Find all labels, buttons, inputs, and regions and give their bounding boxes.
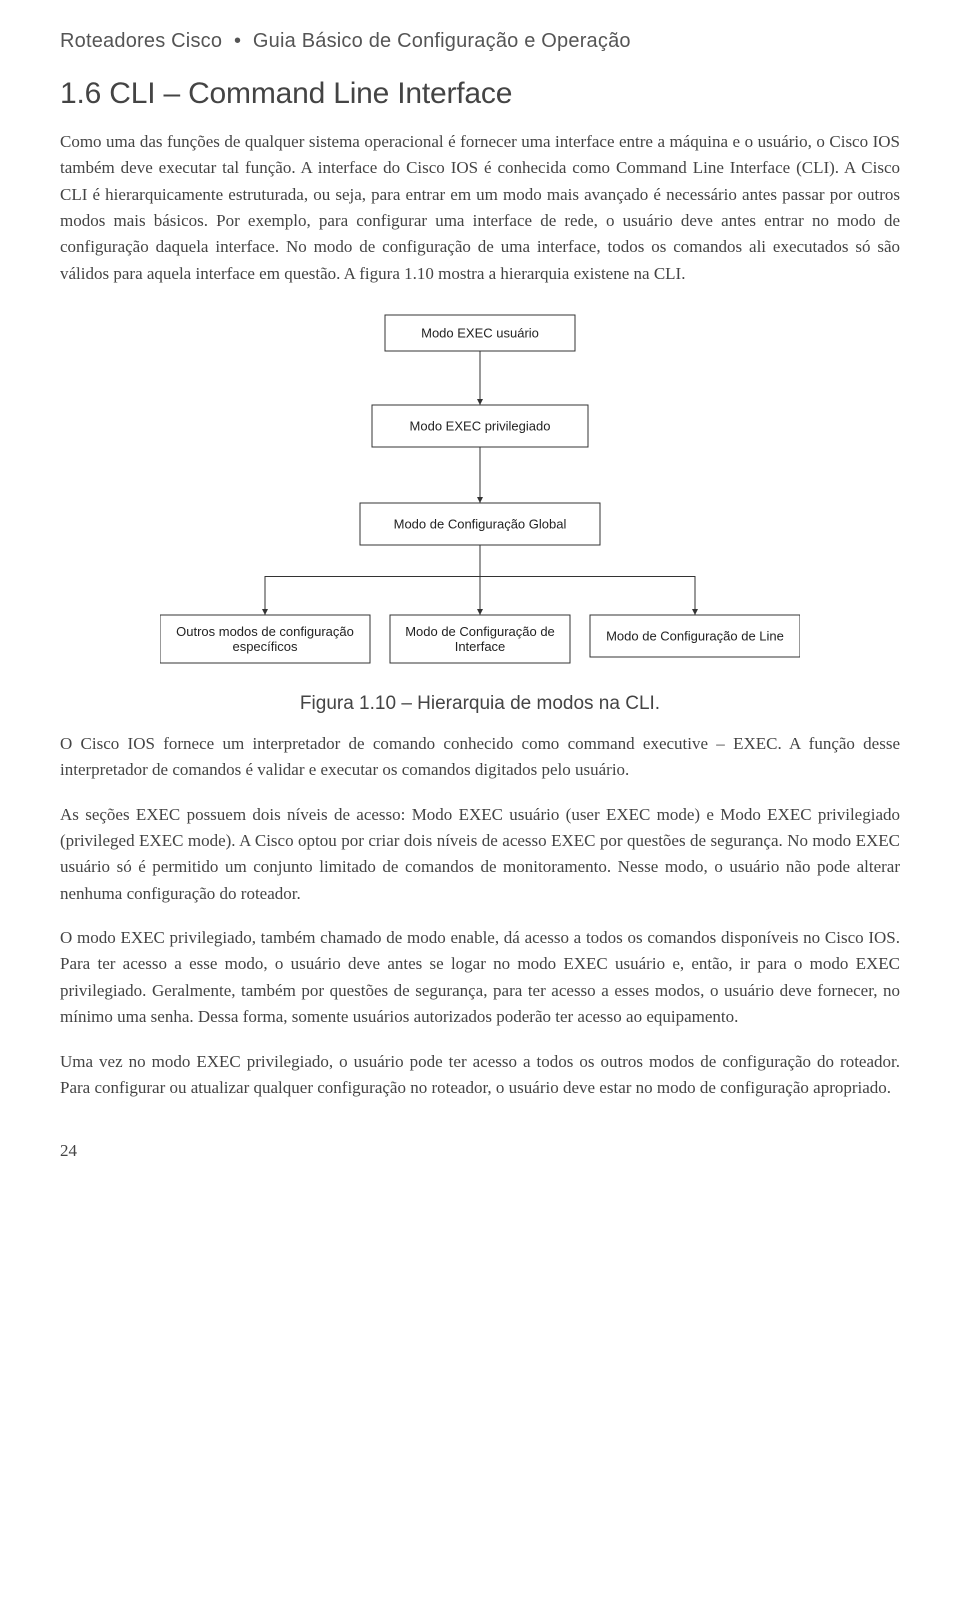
- section-number: 1.6: [60, 77, 101, 110]
- diagram-node: Modo de Configuração Global: [360, 503, 600, 545]
- diagram-node-label: Interface: [455, 639, 506, 654]
- paragraph-4: O modo EXEC privilegiado, também chamado…: [60, 925, 900, 1030]
- diagram-node-label: específicos: [232, 639, 298, 654]
- header-subtitle: Guia Básico de Configuração e Operação: [253, 30, 631, 52]
- paragraph-3: As seções EXEC possuem dois níveis de ac…: [60, 802, 900, 907]
- header-separator: •: [234, 30, 241, 52]
- hierarchy-svg: Modo EXEC usuário Modo EXEC privilegiado M…: [160, 305, 800, 685]
- diagram-node: Modo EXEC usuário: [385, 315, 575, 351]
- page-number: 24: [60, 1141, 900, 1161]
- diagram-node: Outros modos de configuraçãoespecíficos: [160, 615, 370, 663]
- diagram-edge: [265, 545, 480, 615]
- figure-hierarchy-diagram: Modo EXEC usuário Modo EXEC privilegiado M…: [60, 305, 900, 685]
- diagram-node: Modo de Configuração de Line: [590, 615, 800, 657]
- paragraph-2: O Cisco IOS fornece um interpretador de …: [60, 731, 900, 784]
- diagram-node: Modo EXEC privilegiado: [372, 405, 588, 447]
- paragraph-1: Como uma das funções de qualquer sistema…: [60, 129, 900, 287]
- diagram-node-label: Modo de Configuração de: [405, 624, 555, 639]
- running-header: Roteadores Cisco • Guia Básico de Config…: [60, 30, 900, 53]
- paragraph-5: Uma vez no modo EXEC privilegiado, o usu…: [60, 1049, 900, 1102]
- diagram-node: Modo de Configuração deInterface: [390, 615, 570, 663]
- diagram-node-label: Modo EXEC privilegiado: [410, 419, 551, 434]
- figure-caption: Figura 1.10 – Hierarquia de modos na CLI…: [60, 693, 900, 715]
- section-heading: 1.6 CLI – Command Line Interface: [60, 77, 900, 111]
- diagram-node-label: Modo EXEC usuário: [421, 326, 539, 341]
- diagram-node-label: Outros modos de configuração: [176, 624, 354, 639]
- diagram-node-label: Modo de Configuração de Line: [606, 629, 784, 644]
- section-title: CLI – Command Line Interface: [109, 77, 512, 110]
- diagram-node-label: Modo de Configuração Global: [394, 517, 567, 532]
- diagram-edge: [480, 545, 695, 615]
- header-book-title: Roteadores Cisco: [60, 30, 222, 52]
